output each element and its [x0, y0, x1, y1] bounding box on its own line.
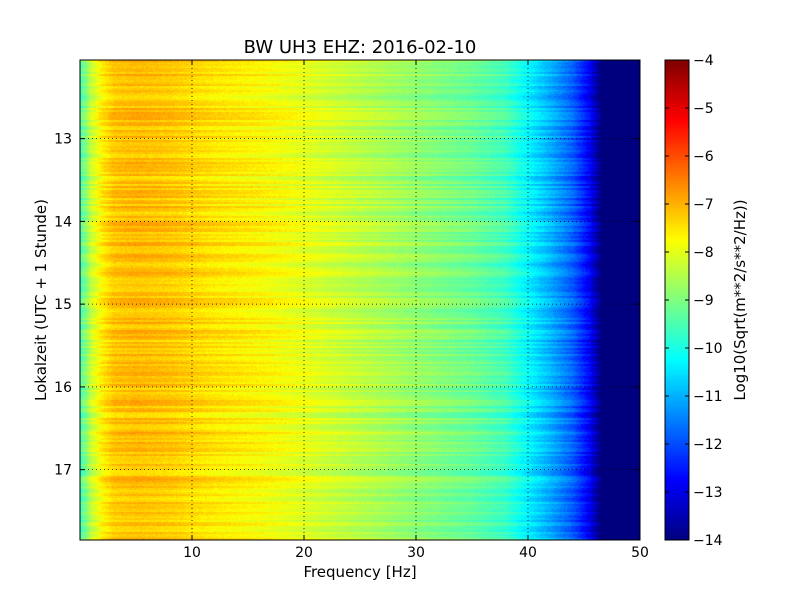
colorbar-tick-label: −7: [693, 197, 714, 213]
colorbar-tick-label: −8: [693, 245, 714, 261]
y-axis-ticks: 13 14 15 16 17: [54, 132, 640, 479]
y-tick-label: 16: [54, 380, 72, 396]
y-axis-label: Lokalzeit (UTC + 1 Stunde): [32, 199, 50, 401]
chart-title: BW UH3 EHZ: 2016-02-10: [244, 37, 477, 58]
colorbar-tick-label: −10: [693, 341, 723, 357]
x-axis-label: Frequency [Hz]: [303, 563, 416, 581]
x-axis-ticks: 10 20 30 40 50: [183, 60, 649, 561]
x-tick-label: 20: [295, 545, 313, 561]
plot-frame: [79, 59, 641, 541]
y-tick-label: 13: [54, 132, 72, 148]
x-tick-label: 50: [631, 545, 649, 561]
colorbar-label: Log10(Sqrt(m**2/s**2/Hz)): [731, 199, 749, 400]
plot-area: 10 20 30 40 50 13 14 15 16 17: [54, 59, 649, 561]
colorbar-tick-label: −9: [693, 293, 714, 309]
y-tick-label: 17: [54, 463, 72, 479]
colorbar-tick-label: −13: [693, 485, 723, 501]
colorbar: −4 −5 −6 −7 −8 −9 −10 −11 −12 −13 −14 Log10(Sqrt(m…: [664, 53, 749, 549]
spectrogram-heatmap: [80, 60, 640, 540]
x-tick-label: 40: [519, 545, 537, 561]
colorbar-tick-label: −4: [693, 53, 714, 69]
grid-lines: [80, 60, 640, 540]
colorbar-tick-label: −12: [693, 437, 723, 453]
y-tick-label: 15: [54, 297, 72, 313]
colorbar-ticks: −4 −5 −6 −7 −8 −9 −10 −11 −12 −13 −14: [665, 53, 723, 549]
colorbar-tick-label: −11: [693, 389, 723, 405]
x-tick-label: 10: [183, 545, 201, 561]
colorbar-tick-label: −14: [693, 533, 723, 549]
x-tick-label: 30: [407, 545, 425, 561]
colorbar-tick-label: −5: [693, 101, 714, 117]
y-tick-label: 14: [54, 214, 72, 230]
colorbar-tick-label: −6: [693, 149, 714, 165]
